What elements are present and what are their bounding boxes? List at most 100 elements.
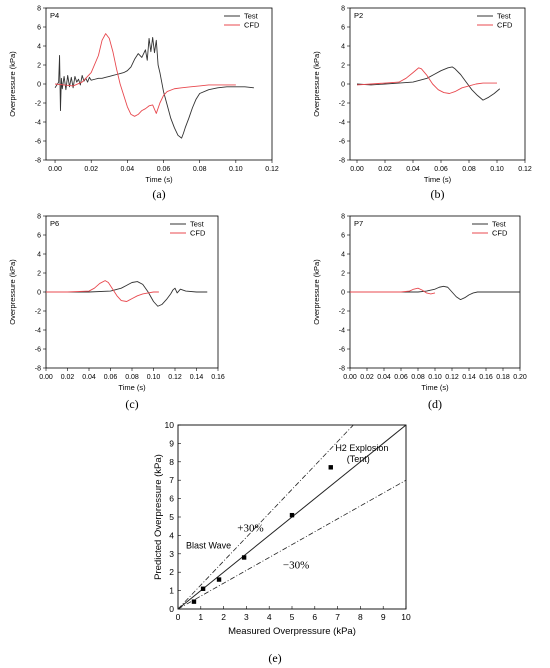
panel-label: (c) — [125, 397, 138, 411]
annotation-minus30: −30% — [283, 560, 309, 572]
y-tick-label: -6 — [35, 347, 41, 354]
y-tick-label: -4 — [339, 120, 345, 127]
y-tick-label: 8 — [37, 214, 41, 221]
y-tick-label: -8 — [339, 158, 345, 165]
panel-b: -8 -6 -4 -2 0 2 4 6 8 0.00 0.02 0.04 0.06 0.08 0.10 0.1… — [312, 6, 532, 202]
y-tick-label: 8 — [169, 457, 174, 467]
x-tick-label: 0.18 — [496, 374, 510, 381]
y-tick-label: 8 — [341, 214, 345, 221]
sensor-label: P7 — [354, 219, 363, 228]
x-tick-label: 0.06 — [157, 166, 171, 173]
x-tick-label: 8 — [358, 612, 363, 622]
y-tick-label: 6 — [37, 25, 41, 32]
x-tick-label: 0 — [176, 612, 181, 622]
x-tick-label: 4 — [267, 612, 272, 622]
x-tick-label: 0.08 — [125, 374, 139, 381]
annotation-h2-explosion: H2 Explosion — [335, 443, 388, 453]
x-tick-label: 0.06 — [394, 374, 408, 381]
y-axis-label: Overpressure (kPa) — [8, 259, 17, 325]
y-tick-label: 2 — [341, 271, 345, 278]
legend-label-cfd: CFD — [492, 229, 508, 238]
panel-label: (b) — [431, 187, 445, 201]
panel-label: (d) — [428, 397, 442, 411]
x-axis-label: Time (s) — [424, 175, 452, 184]
y-tick-label: 7 — [169, 475, 174, 485]
reference-line-plus30 — [177, 424, 354, 610]
x-tick-label: 3 — [244, 612, 249, 622]
series-line-test — [356, 66, 501, 101]
data-point — [191, 599, 197, 604]
panel-c: -8 -6 -4 -2 0 2 4 6 8 0.00 0.02 0.04 0.06 0.08 0.10 0.1… — [8, 214, 225, 412]
series-line-cfd — [356, 67, 497, 94]
y-tick-label: -4 — [35, 328, 41, 335]
legend-label-cfd: CFD — [244, 21, 260, 30]
x-axis-label: Time (s) — [421, 383, 449, 392]
series-line-test — [350, 285, 520, 301]
y-tick-label: -2 — [35, 309, 41, 316]
sensor-label: P6 — [50, 219, 59, 228]
y-tick-label: -6 — [339, 139, 345, 146]
data-point — [289, 512, 295, 518]
y-tick-label: 5 — [169, 512, 174, 522]
x-axis-label: Time (s) — [145, 175, 173, 184]
x-tick-label: 0.20 — [513, 374, 527, 381]
y-axis-label: Predicted Overpressure (kPa) — [153, 454, 164, 580]
x-tick-label: 0.10 — [229, 166, 243, 173]
y-tick-label: -2 — [35, 101, 41, 108]
y-tick-label: 0 — [37, 82, 41, 89]
y-tick-label: 9 — [169, 438, 174, 448]
y-tick-label: -8 — [339, 366, 345, 373]
panel-a: -8 -6 -4 -2 0 2 4 6 8 0.00 0.02 0.04 0.06 0.08 0.10 0.1… — [8, 6, 279, 202]
x-tick-label: 2 — [221, 612, 226, 622]
y-tick-label: 8 — [341, 6, 345, 13]
x-tick-label: 0.16 — [211, 374, 225, 381]
x-tick-label: 0.04 — [377, 374, 391, 381]
x-tick-label: 0.06 — [434, 166, 448, 173]
x-tick-label: 0.10 — [147, 374, 161, 381]
x-axis-label: Measured Overpressure (kPa) — [228, 626, 356, 637]
x-tick-label: 0.16 — [479, 374, 493, 381]
annotation-blast-wave: Blast Wave — [186, 540, 231, 550]
y-tick-label: 0 — [341, 82, 345, 89]
series-line-test — [54, 37, 254, 139]
x-tick-label: 0.12 — [445, 374, 459, 381]
y-tick-label: -4 — [35, 120, 41, 127]
x-tick-label: 0.04 — [82, 374, 96, 381]
y-tick-label: 3 — [169, 549, 174, 559]
x-tick-label: 0.02 — [84, 166, 98, 173]
x-tick-label: 0.08 — [462, 166, 476, 173]
y-tick-label: 6 — [341, 233, 345, 240]
y-tick-label: 1 — [169, 586, 174, 596]
y-tick-label: 2 — [37, 63, 41, 70]
x-tick-label: 0.08 — [411, 374, 425, 381]
data-point — [216, 577, 222, 582]
x-tick-label: 0.02 — [61, 374, 75, 381]
x-tick-label: 0.00 — [343, 374, 357, 381]
sensor-label: P4 — [50, 11, 59, 20]
series-line-cfd — [350, 287, 436, 295]
y-tick-label: 4 — [37, 44, 41, 51]
data-point — [241, 555, 247, 560]
x-tick-label: 0.00 — [39, 374, 53, 381]
y-tick-label: 4 — [341, 252, 345, 259]
y-tick-label: 4 — [341, 44, 345, 51]
y-tick-label: -6 — [339, 347, 345, 354]
series-line-cfd — [54, 33, 236, 117]
legend-label-test: Test — [492, 220, 507, 229]
reference-line-minus30 — [177, 479, 407, 610]
x-tick-label: 0.08 — [193, 166, 207, 173]
panel-label: (e) — [268, 651, 281, 665]
y-axis-label: Overpressure (kPa) — [8, 51, 17, 117]
x-tick-label: 0.04 — [406, 166, 420, 173]
y-tick-label: 2 — [169, 567, 174, 577]
x-tick-label: 0.00 — [350, 166, 364, 173]
legend-label-test: Test — [497, 12, 512, 21]
sensor-label: P2 — [354, 11, 363, 20]
x-tick-label: 0.14 — [462, 374, 476, 381]
x-tick-label: 0.12 — [265, 166, 279, 173]
y-tick-label: -2 — [339, 309, 345, 316]
x-tick-label: 0.02 — [378, 166, 392, 173]
panel-label: (a) — [152, 187, 165, 201]
legend-label-test: Test — [190, 220, 205, 229]
